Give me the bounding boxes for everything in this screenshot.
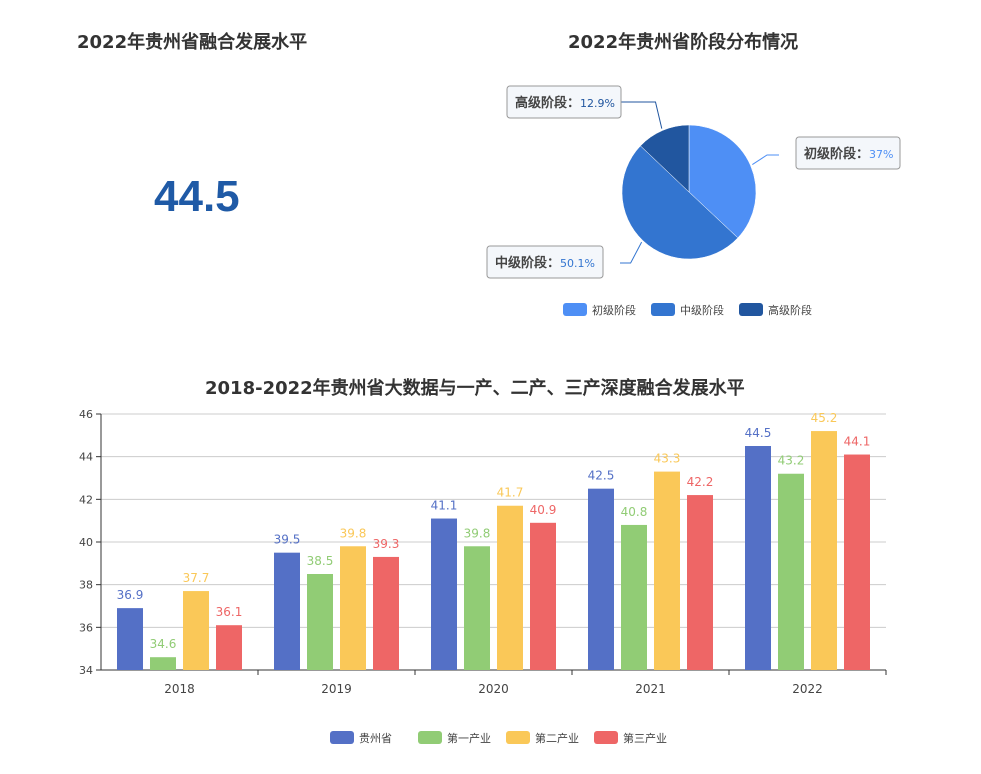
bar-第三产业 [373,556,399,670]
bar-value-label: 41.7 [497,486,524,500]
pie-label-box [795,136,901,170]
x-tick-label: 2019 [321,682,352,696]
bar-value-label: 38.5 [307,554,334,568]
x-tick-label: 2020 [478,682,509,696]
legend-label: 中级阶段 [680,303,724,317]
bar-贵州省 [431,518,457,670]
legend-label: 初级阶段 [592,303,636,317]
bar-value-label: 40.8 [621,505,648,519]
bar-第二产业 [183,591,209,670]
pie-label: 高级阶段：12.9% [515,95,615,111]
bar-title: 2018-2022年贵州省大数据与一产、二产、三产深度融合发展水平 [205,378,745,399]
pie-label-box [506,85,622,119]
bar-贵州省 [274,552,300,670]
bar-第二产业 [654,471,680,670]
bar-第二产业 [340,546,366,670]
bar-第三产业 [216,625,242,670]
bar-value-label: 43.3 [654,452,681,466]
bar-value-label: 36.9 [117,588,144,602]
bar-贵州省 [117,608,143,670]
legend-label: 第二产业 [535,731,579,745]
bar-第一产业 [621,524,647,670]
bar-第二产业 [497,505,523,670]
fusion-level-value: 44.5 [154,172,240,221]
bar-value-label: 40.9 [530,503,557,517]
bar-value-label: 37.7 [183,571,210,585]
bar-第三产业 [844,454,870,670]
pie-leader-line [620,241,643,264]
bar-第三产业 [530,522,556,670]
pie-label: 初级阶段：37% [804,146,893,162]
bar-value-label: 34.6 [150,637,177,651]
x-tick-label: 2018 [164,682,195,696]
legend-swatch [739,303,763,316]
bar-value-label: 45.2 [811,411,838,425]
y-tick-label: 34 [79,664,93,677]
legend-label: 第一产业 [447,731,491,745]
legend-swatch [418,731,442,744]
legend-swatch [651,303,675,316]
legend-swatch [506,731,530,744]
pie-title: 2022年贵州省阶段分布情况 [568,32,799,53]
pie-slice-1 [621,145,739,260]
bar-value-label: 36.1 [216,605,243,619]
bar-贵州省 [745,446,771,670]
bar-第一产业 [778,473,804,670]
bar-第三产业 [687,495,713,670]
bar-贵州省 [588,488,614,670]
legend-label: 第三产业 [623,731,667,745]
pie-slice-0 [688,124,757,239]
fusion-level-title: 2022年贵州省融合发展水平 [77,32,308,53]
legend-swatch [330,731,354,744]
bar-value-label: 41.1 [431,499,458,513]
legend-swatch [594,731,618,744]
legend-swatch [563,303,587,316]
bar-value-label: 39.5 [274,533,301,547]
bar-value-label: 44.1 [844,435,871,449]
bar-value-label: 39.8 [340,526,367,540]
y-tick-label: 40 [79,536,93,549]
legend-label: 贵州省 [359,732,392,745]
y-tick-label: 44 [79,451,93,464]
y-tick-label: 42 [79,493,93,506]
pie-leader-line [621,101,663,129]
bar-value-label: 42.2 [687,475,714,489]
bar-第一产业 [150,657,176,670]
pie-leader-line [752,154,779,166]
pie-label-box [486,245,604,279]
bar-第一产业 [464,546,490,670]
bar-第二产业 [811,431,837,670]
bar-value-label: 39.8 [464,526,491,540]
y-tick-label: 36 [79,621,93,634]
legend-label: 高级阶段 [768,303,812,317]
bar-value-label: 42.5 [588,469,615,483]
pie-slice-2 [640,124,690,193]
bar-value-label: 43.2 [778,454,805,468]
y-tick-label: 38 [79,579,93,592]
x-tick-label: 2021 [635,682,666,696]
y-tick-label: 46 [79,408,93,421]
x-tick-label: 2022 [792,682,823,696]
bar-第一产业 [307,574,333,670]
pie-label: 中级阶段：50.1% [495,255,595,271]
bar-value-label: 44.5 [745,426,772,440]
bar-value-label: 39.3 [373,537,400,551]
